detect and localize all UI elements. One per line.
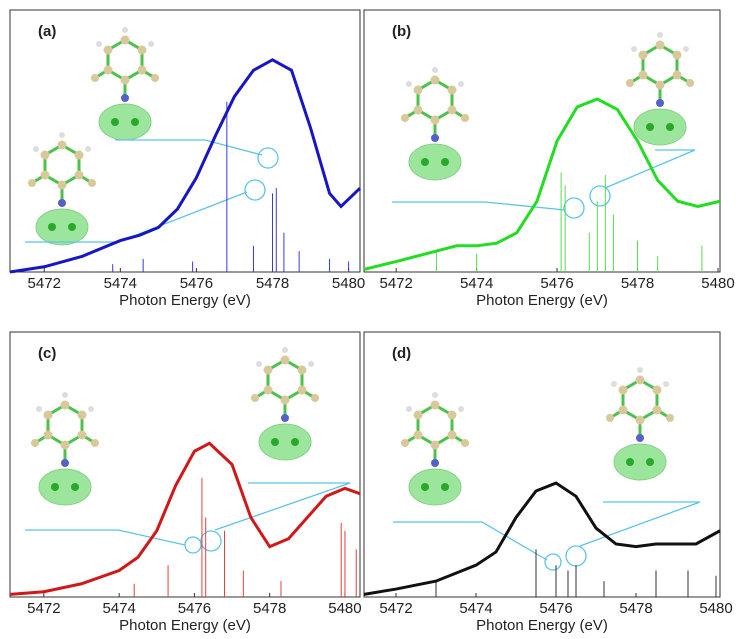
x-tick-label: 5476 [180,275,213,292]
x-tick-label: 5480 [699,600,732,617]
x-axis-label: Photon Energy (eV) [476,292,608,309]
x-tick-label: 5480 [701,275,734,292]
x-axis-label: Photon Energy (eV) [119,292,251,309]
figure: (a) 5472 5474 5476 5478 5480 Photon Energy (eV… [0,0,737,639]
x-tick-label: 5478 [621,275,654,292]
x-tick-label: 5476 [178,600,211,617]
x-tick-label: 5478 [253,600,286,617]
panel-label: (a) [38,23,56,40]
x-tick-label: 5478 [256,275,289,292]
x-tick-label: 5474 [460,275,493,292]
x-tick-label: 5480 [332,275,365,292]
panel-label: (b) [392,23,411,40]
x-tick-label: 5472 [379,275,412,292]
molecules [28,27,694,505]
x-tick-label: 5480 [328,600,361,617]
panel-label: (d) [392,345,411,362]
x-tick-label: 5476 [539,600,572,617]
panel-label: (c) [38,345,56,362]
x-tick-label: 5472 [379,600,412,617]
x-tick-label: 5474 [104,275,137,292]
x-tick-label: 5478 [619,600,652,617]
callouts [25,140,700,570]
x-tick-label: 5476 [540,275,573,292]
x-tick-label: 5474 [102,600,135,617]
x-axis-label: Photon Energy (eV) [476,617,608,634]
x-axis-label: Photon Energy (eV) [119,617,251,634]
panel: (a) 5472 5474 5476 5478 5480 Photon Energy (eV… [10,10,365,309]
x-tick-label: 5474 [459,600,492,617]
x-tick-label: 5472 [27,600,60,617]
x-tick-label: 5472 [28,275,61,292]
